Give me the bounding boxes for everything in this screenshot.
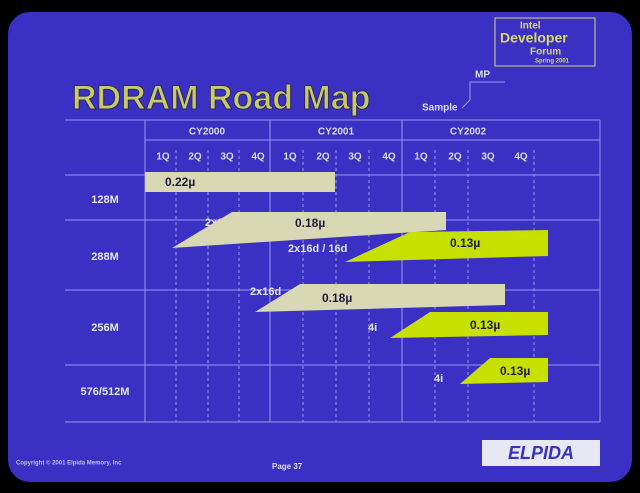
logo-text: Intel	[520, 21, 541, 32]
bar-gray	[255, 284, 505, 312]
row-label: 256M	[91, 322, 119, 334]
quarter: 4Q	[382, 152, 396, 163]
row-label: 576/512M	[81, 386, 130, 398]
bar-process: 0.18µ	[295, 216, 325, 230]
logo-frame	[494, 17, 596, 67]
page-number: Page 37	[272, 462, 303, 471]
quarter: 1Q	[156, 152, 170, 163]
title: RDRAM Road Map	[72, 79, 370, 117]
legend-line	[461, 81, 505, 109]
bar-green	[460, 358, 548, 384]
logo-text: Forum	[530, 47, 561, 58]
row-label: 128M	[91, 194, 119, 206]
bar-gray	[172, 212, 446, 248]
year: CY2002	[450, 127, 487, 138]
quarter: 4Q	[514, 152, 528, 163]
logo-text: Spring 2001	[535, 59, 570, 65]
quarter: 4Q	[251, 152, 265, 163]
quarter: 2Q	[188, 152, 202, 163]
quarter: 3Q	[220, 152, 234, 163]
quarter: 1Q	[283, 152, 297, 163]
brand-box	[482, 440, 600, 466]
legend-mp: MP	[475, 70, 490, 81]
bar-process: 0.13µ	[470, 318, 500, 332]
bar-org: 2x16d / 16d	[288, 243, 347, 255]
quarter: 1Q	[414, 152, 428, 163]
bar-process: 0.22µ	[165, 175, 195, 189]
quarter: 2Q	[316, 152, 330, 163]
bar-org: 4i	[368, 322, 377, 334]
bar-process: 0.18µ	[322, 291, 352, 305]
row-label: 288M	[91, 251, 119, 263]
bar-org: 4i	[434, 373, 443, 385]
brand: ELPIDA	[508, 443, 574, 463]
logo-text: Developer	[500, 30, 568, 46]
bar-green	[345, 230, 548, 262]
quarter: 3Q	[481, 152, 495, 163]
quarter: 3Q	[348, 152, 362, 163]
bar-org: 2x16d	[250, 286, 281, 298]
quarter: 2Q	[448, 152, 462, 163]
bar-process: 0.13µ	[450, 236, 480, 250]
year: CY2000	[189, 127, 226, 138]
legend-sample: Sample	[422, 103, 458, 114]
bar-process: 0.13µ	[500, 364, 530, 378]
bar-green	[390, 312, 548, 338]
bar-018	[145, 172, 335, 192]
copyright: Copyright © 2001 Elpida Memory, Inc	[16, 460, 122, 467]
year: CY2001	[318, 127, 355, 138]
